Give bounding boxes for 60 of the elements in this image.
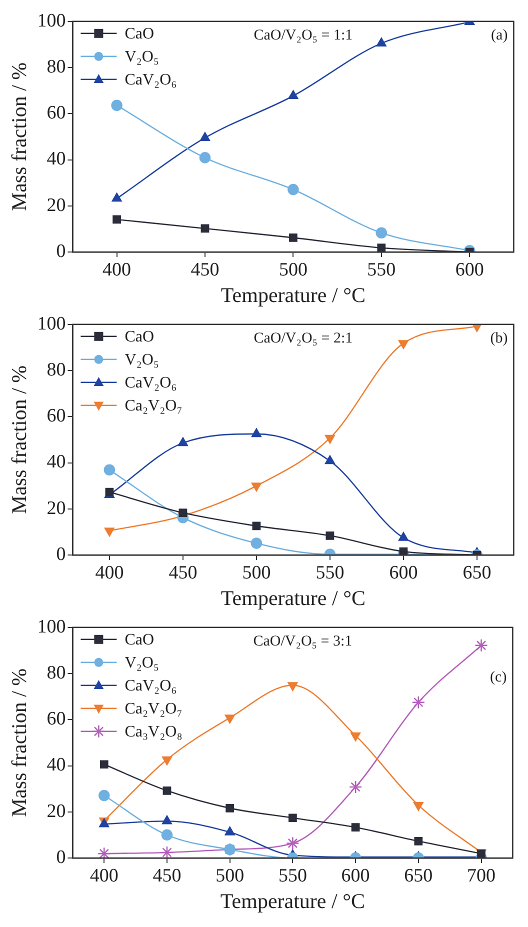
y-tick-label: 80 [46,360,66,381]
x-tick-label: 550 [367,259,396,280]
legend-label: V₂O₅ [124,48,159,66]
legend-label: CaV₂O₆ [124,678,177,695]
x-tick-label: 500 [216,865,244,886]
x-tick-label: 500 [278,259,308,280]
x-tick-label: 600 [455,259,484,280]
legend-label: CaO [124,26,154,43]
x-tick-label: 450 [190,259,220,280]
y-axis-title: Mass fraction / % [7,668,32,818]
y-tick-label: 0 [56,544,66,565]
annotation: CaO/V₂O₅ = 1:1 [254,27,353,44]
y-tick-label: 0 [56,846,66,868]
x-axis-title: Temperature / °C [220,888,365,913]
annotation: (c) [490,669,507,686]
x-tick-label: 550 [278,865,307,886]
annotation: CaO/V₂O₅ = 3:1 [253,633,352,650]
x-tick-label: 400 [102,259,132,280]
x-axis-title: Temperature / °C [220,282,366,307]
y-tick-label: 20 [46,498,66,519]
y-axis-title: Mass fraction / % [7,62,32,212]
legend-label: Ca₂V₂O₇ [124,700,182,718]
y-tick-label: 40 [46,754,66,776]
legend-label: CaV₂O₆ [124,374,177,392]
legend-label: CaO [124,328,154,346]
x-tick-label: 450 [152,865,182,886]
y-tick-label: 60 [46,406,66,427]
legend-label: V₂O₅ [124,352,159,369]
legend-label: Ca₃V₂O₈ [124,724,182,741]
y-tick-label: 40 [46,452,66,473]
y-tick-label: 60 [46,708,66,730]
legend-label: CaO [124,632,154,649]
y-tick-label: 20 [46,800,66,822]
annotation: (b) [490,330,508,346]
x-tick-label: 650 [462,562,492,584]
y-tick-label: 60 [46,102,66,124]
x-axis-title: Temperature / °C [220,586,366,610]
x-tick-label: 400 [95,562,124,584]
x-tick-label: 600 [389,562,418,584]
x-tick-label: 450 [168,562,198,584]
x-tick-label: 550 [316,562,344,584]
y-tick-label: 100 [37,616,66,638]
x-tick-label: 700 [467,865,496,886]
y-tick-label: 80 [46,56,66,78]
y-tick-label: 0 [56,240,66,262]
y-axis-title: Mass fraction / % [7,365,32,514]
legend-label: V₂O₅ [124,654,159,672]
legend-label: CaV₂O₆ [124,72,177,89]
x-tick-label: 650 [404,865,433,886]
legend-label: Ca₂V₂O₇ [124,398,182,415]
y-tick-label: 80 [46,662,66,684]
x-tick-label: 500 [242,562,271,584]
y-tick-label: 20 [46,194,66,216]
annotation: (a) [491,27,508,44]
y-tick-label: 100 [37,10,66,32]
x-tick-label: 600 [341,865,370,886]
y-tick-label: 100 [37,313,66,334]
y-tick-label: 40 [46,148,66,170]
x-tick-label: 400 [90,865,118,886]
annotation: CaO/V₂O₅ = 2:1 [254,330,353,346]
